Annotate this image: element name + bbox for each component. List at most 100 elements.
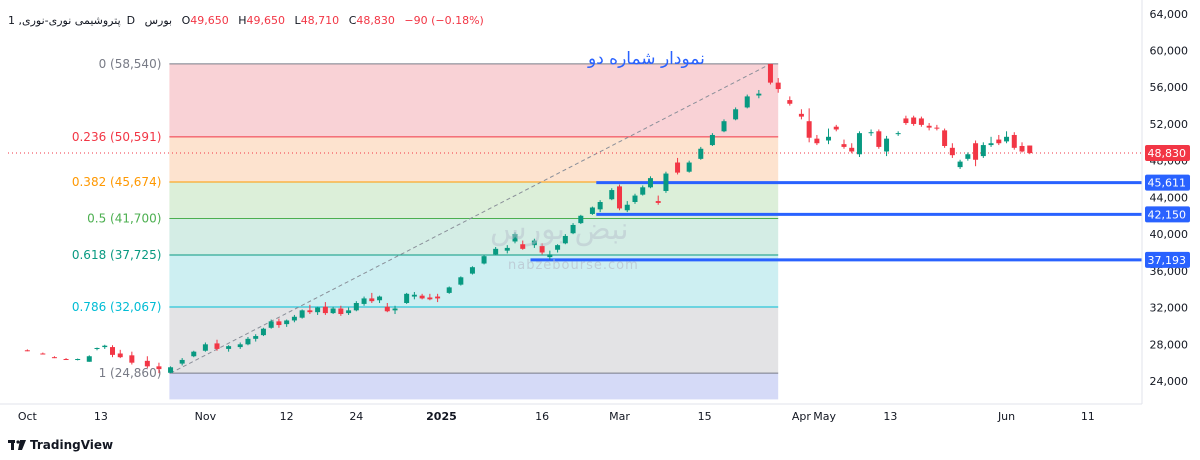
- candle-body-100: [957, 161, 963, 168]
- fib-label-0.618: 0.618 (37,725): [72, 248, 162, 262]
- candle-body-101: [965, 154, 971, 159]
- candle-body-48: [481, 256, 487, 264]
- fib-band-0.236: [169, 136, 779, 183]
- interval-label: D: [126, 14, 136, 27]
- candle-body-104: [988, 143, 994, 146]
- x-tick-label: 15: [698, 410, 712, 423]
- candle-body-60: [589, 207, 595, 214]
- candle-body-41: [411, 294, 417, 297]
- candle-body-11: [144, 360, 150, 367]
- candle-body-53: [531, 240, 537, 246]
- fib-label-0.382: 0.382 (45,674): [72, 175, 162, 189]
- tradingview-brand[interactable]: TradingView: [8, 438, 113, 452]
- candle-body-62: [609, 190, 615, 200]
- candle-body-98: [942, 130, 948, 146]
- candle-body-97: [934, 127, 940, 129]
- y-tick-label: 44,000: [1150, 191, 1189, 204]
- candle-body-25: [284, 320, 290, 325]
- last-price-tag: 48,830: [1148, 147, 1187, 160]
- candle-body-28: [307, 310, 313, 313]
- fib-label-0.236: 0.236 (50,591): [72, 130, 162, 144]
- candle-body-34: [353, 303, 359, 311]
- level-tag-2-bg: [1145, 251, 1190, 268]
- candle-body-42: [419, 295, 425, 299]
- candle-body-27: [299, 310, 305, 318]
- x-tick-label: Jun: [997, 410, 1015, 423]
- high-value: H49,650: [238, 14, 286, 27]
- candle-body-18: [226, 346, 232, 349]
- candle-body-36: [369, 298, 375, 302]
- candle-body-106: [1004, 136, 1010, 142]
- candle-body-6: [94, 347, 100, 349]
- candle-body-30: [322, 306, 328, 314]
- x-tick-label: Apr: [792, 410, 812, 423]
- candle-body-50: [504, 247, 510, 251]
- candle-body-89: [868, 132, 874, 134]
- candle-body-73: [709, 134, 715, 146]
- open-value: O49,650: [181, 14, 229, 27]
- candle-body-80: [787, 100, 793, 104]
- y-tick-label: 40,000: [1150, 228, 1189, 241]
- exchange-label: بورس: [144, 14, 173, 27]
- candle-body-78: [767, 63, 773, 83]
- candle-body-22: [260, 328, 266, 336]
- candle-body-37: [377, 296, 383, 301]
- candle-body-107: [1011, 134, 1017, 148]
- candle-body-4: [75, 359, 81, 361]
- candle-body-20: [245, 338, 251, 345]
- x-tick-label: 13: [94, 410, 108, 423]
- x-tick-label: 11: [1081, 410, 1095, 423]
- chart-title: نمودار شماره دو: [588, 49, 705, 69]
- candle-body-87: [849, 147, 855, 152]
- candle-body-109: [1027, 145, 1033, 154]
- candle-body-61: [597, 202, 603, 210]
- symbol-label: 1 ,پتروشیمی نوری-نوری: [8, 14, 121, 27]
- candle-body-88: [856, 133, 862, 155]
- fib-label-0: 0 (58,540): [99, 57, 162, 71]
- fib-band-0.382: [169, 182, 779, 219]
- candle-body-13: [168, 367, 174, 373]
- x-tick-label: Mar: [609, 410, 630, 423]
- candle-body-85: [833, 126, 839, 130]
- candle-body-5: [86, 356, 92, 362]
- candle-body-91: [884, 138, 890, 152]
- candle-body-108: [1019, 145, 1025, 152]
- candle-body-7: [102, 345, 108, 348]
- candle-body-84: [826, 136, 832, 141]
- candle-body-9: [117, 353, 123, 358]
- last-price-tag-bg: [1145, 145, 1190, 162]
- fib-label-1: 1 (24,860): [99, 366, 162, 380]
- candle-body-65: [632, 195, 638, 202]
- candle-body-33: [346, 310, 352, 314]
- candle-body-75: [733, 109, 739, 120]
- fib-label-0.5: 0.5 (41,700): [87, 212, 161, 226]
- candle-body-59: [578, 215, 584, 224]
- candle-body-77: [756, 93, 762, 96]
- candle-body-44: [435, 296, 441, 299]
- candle-body-40: [404, 293, 410, 303]
- watermark-site: nabzebourse.com: [508, 258, 639, 273]
- candle-body-94: [911, 117, 917, 124]
- candle-body-99: [949, 147, 955, 156]
- candle-body-68: [655, 201, 661, 203]
- candle-body-102: [973, 143, 979, 160]
- tradingview-logo-icon: [8, 440, 26, 450]
- candle-body-1: [40, 353, 46, 355]
- fib-band-0.618: [169, 255, 779, 307]
- candle-body-72: [698, 148, 704, 159]
- candle-body-21: [253, 336, 259, 339]
- candle-body-82: [806, 121, 812, 138]
- y-tick-label: 24,000: [1150, 375, 1189, 388]
- brand-name: TradingView: [30, 438, 114, 452]
- candle-body-3: [63, 359, 69, 361]
- candle-body-55: [547, 254, 553, 258]
- candle-body-12: [156, 366, 162, 370]
- candle-body-10: [129, 355, 135, 363]
- candle-body-95: [918, 118, 924, 125]
- candle-body-76: [744, 96, 750, 108]
- x-tick-label: Oct: [18, 410, 38, 423]
- candle-body-14: [179, 359, 185, 364]
- change-value: −90 (−0.18%): [404, 14, 484, 27]
- candle-body-81: [798, 113, 804, 117]
